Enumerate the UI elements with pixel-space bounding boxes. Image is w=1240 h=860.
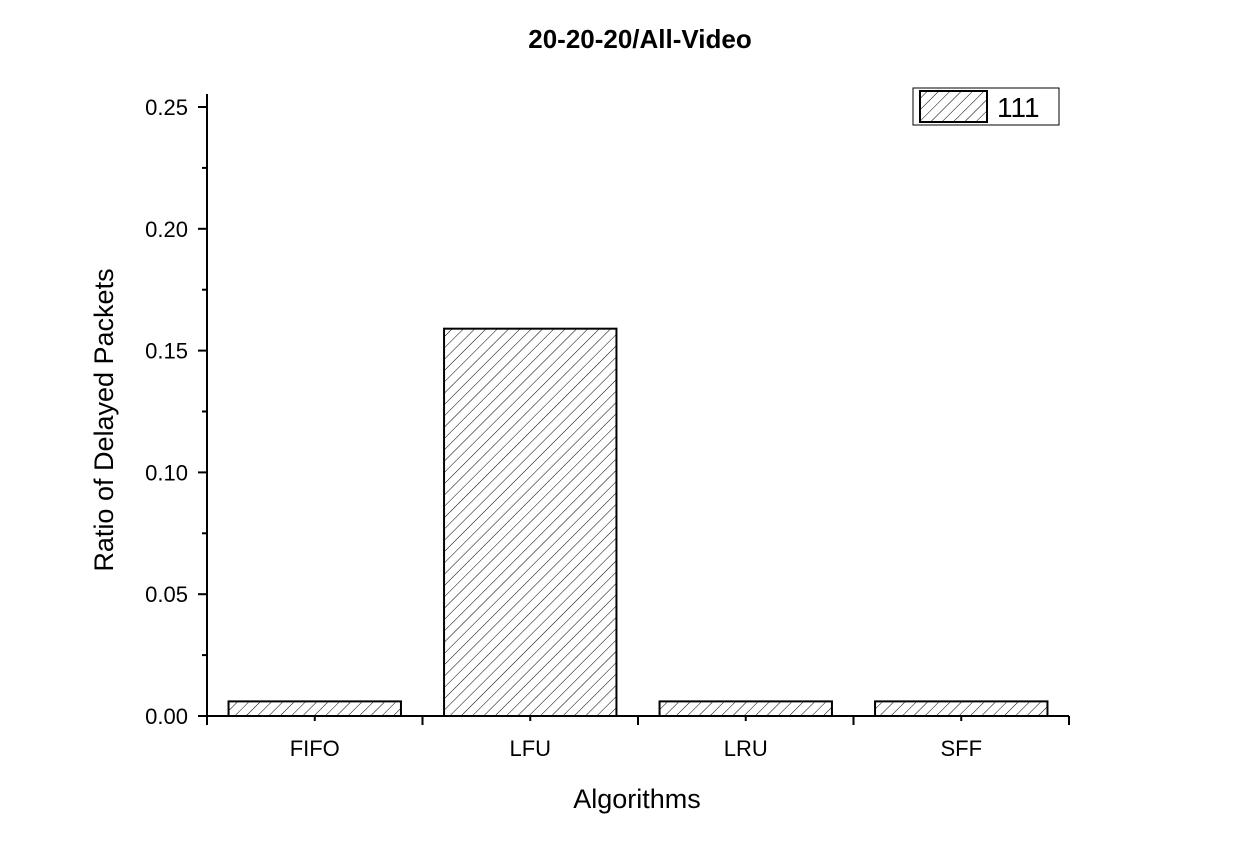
bar-sff [874,700,1049,717]
y-axis-label: Ratio of Delayed Packets [89,268,119,571]
y-tick-label: 0.15 [145,339,188,364]
y-axis-tick-labels: 0.00 0.05 0.10 0.15 0.20 0.25 [145,95,188,729]
y-axis-ticks [198,106,207,717]
x-axis-ticks [206,716,1070,725]
legend-swatch [919,90,988,123]
bars [227,327,1049,717]
x-tick-label: LRU [724,736,768,761]
x-tick-label: LFU [509,736,551,761]
bar-lru [658,700,833,717]
y-tick-label: 0.00 [145,704,188,729]
chart-title: 20-20-20/All-Video [528,24,752,54]
x-axis-label: Algorithms [573,784,701,814]
y-tick-label: 0.05 [145,582,188,607]
x-axis-tick-labels: FIFO LFU LRU SFF [290,736,982,761]
bar-fifo [227,700,402,717]
legend: 111 [912,87,1060,126]
y-tick-label: 0.20 [145,217,188,242]
y-tick-label: 0.25 [145,95,188,120]
bar-lfu [443,327,618,717]
x-tick-label: SFF [940,736,982,761]
x-tick-label: FIFO [290,736,340,761]
y-tick-label: 0.10 [145,460,188,485]
legend-label: 111 [997,92,1040,123]
